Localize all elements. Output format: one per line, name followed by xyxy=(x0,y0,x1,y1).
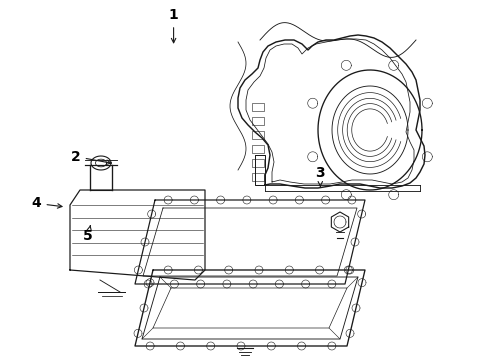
Text: 3: 3 xyxy=(315,166,325,186)
Bar xyxy=(251,103,264,111)
Text: 2: 2 xyxy=(71,150,111,165)
Text: 4: 4 xyxy=(32,197,62,210)
Bar xyxy=(251,159,264,167)
Bar xyxy=(251,145,264,153)
Text: 1: 1 xyxy=(168,8,178,43)
Bar xyxy=(251,131,264,139)
Text: 5: 5 xyxy=(83,226,93,243)
Bar xyxy=(251,173,264,181)
Bar xyxy=(251,117,264,125)
